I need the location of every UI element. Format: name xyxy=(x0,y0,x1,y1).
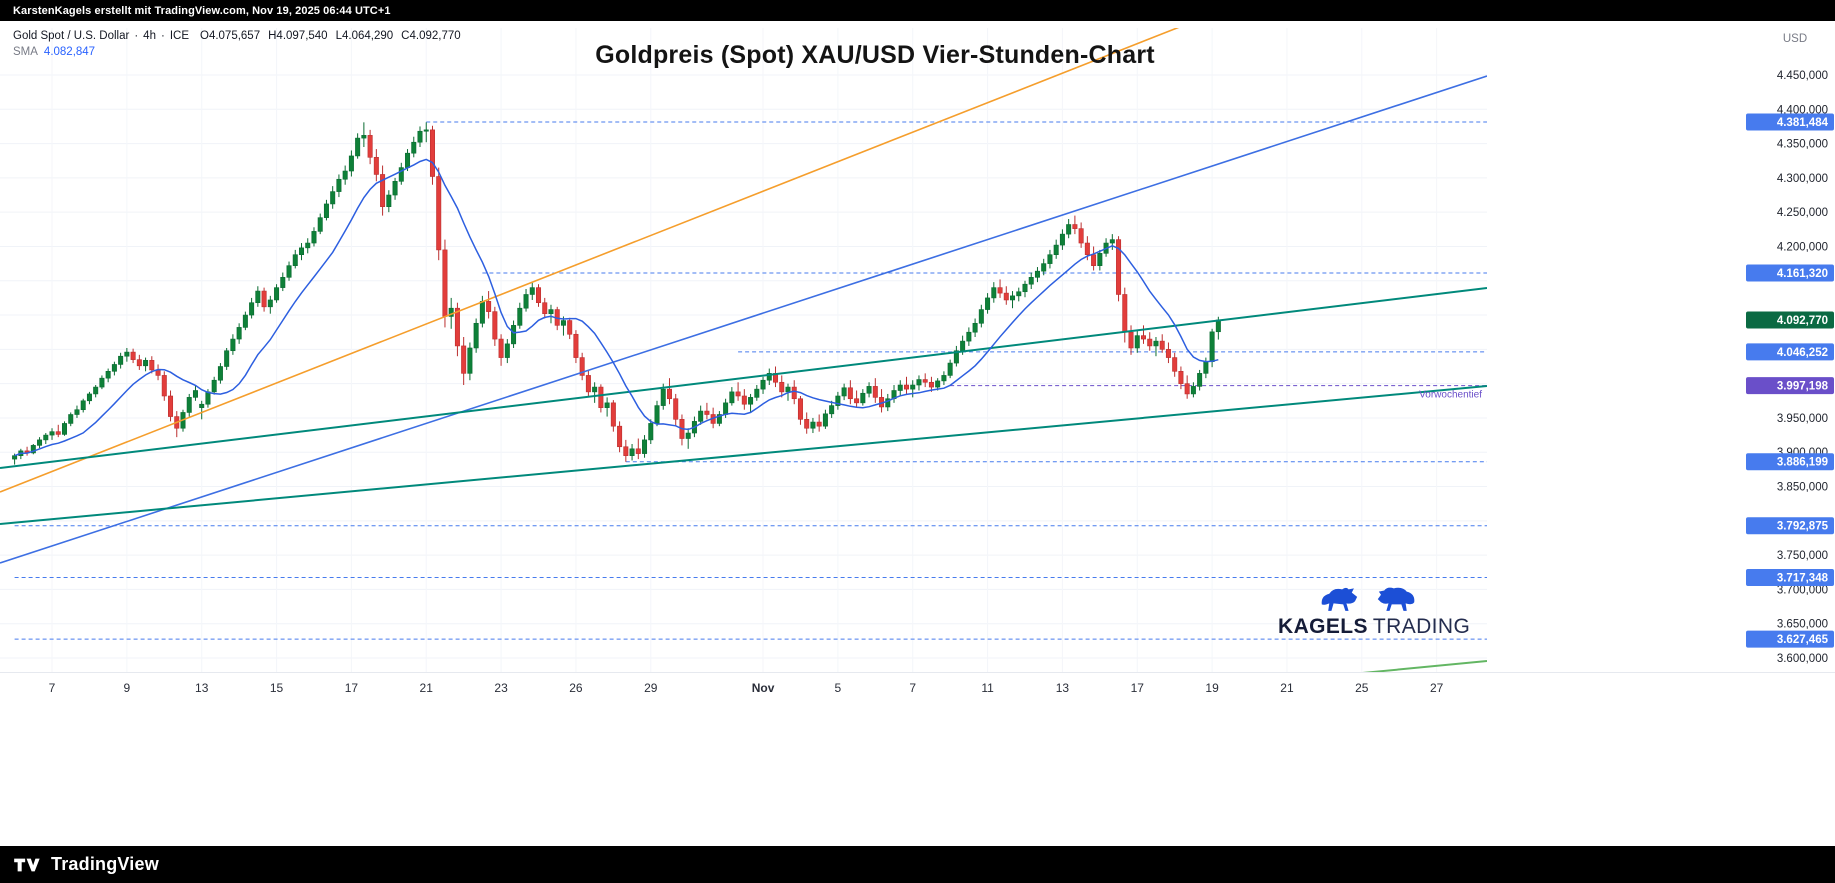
level-price-label xyxy=(1746,343,1834,361)
bull-icon xyxy=(1321,587,1358,611)
symbol-row: Gold Spot / U.S. Dollar · 4h · ICE O4.07… xyxy=(13,28,469,44)
time-tick-label: 9 xyxy=(124,681,131,695)
time-tick-label: 7 xyxy=(909,681,916,695)
price-tick-label: 4.350,000 xyxy=(1777,139,1828,151)
chart-title: Goldpreis (Spot) XAU/USD Vier-Stunden-Ch… xyxy=(595,41,1155,69)
time-tick-label: 17 xyxy=(1131,681,1145,695)
symbol-legend: Gold Spot / U.S. Dollar · 4h · ICE O4.07… xyxy=(13,28,469,60)
time-tick-label: 26 xyxy=(569,681,583,695)
level-price-label xyxy=(1746,517,1834,535)
brand-bold: KAGELS xyxy=(1278,615,1368,638)
time-tick-label: 15 xyxy=(270,681,284,695)
level-price-label-text: 4.161,320 xyxy=(1777,268,1828,280)
sma-line xyxy=(14,158,1219,457)
level-price-label xyxy=(1746,630,1834,648)
time-tick-label: 23 xyxy=(494,681,508,695)
attribution-text: KarstenKagels erstellt mit TradingView.c… xyxy=(13,4,391,17)
candles-series xyxy=(12,122,1221,465)
price-tick-label: 3.850,000 xyxy=(1777,482,1828,494)
time-tick-label: 21 xyxy=(1280,681,1294,695)
bull-bear-logo xyxy=(1278,577,1458,613)
close-value: 4.092,770 xyxy=(409,30,461,42)
time-tick-label: 19 xyxy=(1205,681,1219,695)
vorwochentief-label: Vorwochentief xyxy=(1419,390,1482,401)
sma-indicator-value: 4.082,847 xyxy=(43,46,96,58)
level-price-label-text: 3.997,198 xyxy=(1777,381,1829,393)
price-tick-label: 4.250,000 xyxy=(1777,207,1828,219)
time-tick-label: 13 xyxy=(1056,681,1070,695)
high-value: 4.097,540 xyxy=(276,30,328,42)
price-tick-label: 4.300,000 xyxy=(1777,173,1828,185)
open-value: 4.075,657 xyxy=(208,30,261,42)
level-price-label-text: 3.792,875 xyxy=(1777,521,1829,533)
grid xyxy=(0,28,1487,672)
bear-icon xyxy=(1377,587,1415,611)
brand-light: TRADING xyxy=(1372,615,1471,638)
level-price-label xyxy=(1746,569,1834,587)
low-label: L xyxy=(335,30,342,42)
price-tick-label: 3.650,000 xyxy=(1777,619,1828,631)
price-tick-label: 3.600,000 xyxy=(1777,653,1828,665)
exchange-label: ICE xyxy=(169,30,189,42)
tradingview-brand[interactable]: TradingView xyxy=(51,854,159,874)
low-value: 4.064,290 xyxy=(342,30,394,42)
level-price-label-text: 3.717,348 xyxy=(1777,573,1829,585)
open-label: O xyxy=(199,30,209,42)
legend-separator: · xyxy=(160,30,165,42)
level-price-label-text: 4.046,252 xyxy=(1777,347,1828,359)
time-tick-label: Nov xyxy=(752,681,775,695)
time-tick-label: 11 xyxy=(981,681,994,695)
level-price-label xyxy=(1746,113,1834,131)
close-label: C xyxy=(401,30,410,42)
ohlc-values: O4.075,657 H4.097,540 L4.064,290 C4.092,770 xyxy=(200,28,469,44)
level-price-label xyxy=(1746,453,1834,471)
time-tick-label: 17 xyxy=(345,681,359,695)
teal-channel-upper[interactable] xyxy=(0,287,1487,469)
symbol-name[interactable]: Gold Spot / U.S. Dollar xyxy=(13,30,130,42)
time-tick-label: 25 xyxy=(1355,681,1369,695)
sma-row: SMA 4.082,847 xyxy=(13,44,469,60)
teal-channel-lower[interactable] xyxy=(0,385,1487,525)
time-axis-labels[interactable]: 7 9 13 15 17 21 23 26 29 Nov 5 7 11 13 17 19 21 25 27 xyxy=(0,674,1487,700)
time-tick-label: 27 xyxy=(1430,681,1444,695)
price-tick-label: 4.200,000 xyxy=(1777,241,1828,253)
time-tick-label: 5 xyxy=(835,681,842,695)
price-tick-label: 4.400,000 xyxy=(1777,104,1828,116)
level-price-label xyxy=(1746,377,1834,395)
green-line[interactable] xyxy=(1352,660,1487,674)
blue-trendline[interactable] xyxy=(0,75,1487,564)
kagels-brand-text: KAGELS TRADING xyxy=(1278,615,1470,639)
price-tick-label: 3.700,000 xyxy=(1777,584,1828,596)
time-tick-label: 7 xyxy=(49,681,56,695)
price-tick-label: 3.750,000 xyxy=(1777,550,1828,562)
sma-indicator-label[interactable]: SMA xyxy=(13,46,38,58)
price-tick-label: 4.450,000 xyxy=(1777,70,1828,82)
interval-label[interactable]: 4h xyxy=(143,30,156,42)
high-label: H xyxy=(268,30,277,42)
tradingview-logo-icon[interactable] xyxy=(12,854,42,876)
level-price-label-text: 3.886,199 xyxy=(1777,457,1828,469)
price-tick-label: 3.950,000 xyxy=(1777,413,1828,425)
time-axis-hit-area[interactable] xyxy=(0,674,1487,700)
legend-separator: · xyxy=(134,30,139,42)
level-lines xyxy=(14,121,1487,640)
level-price-label-text: 3.627,465 xyxy=(1777,634,1829,646)
level-price-label-text: 4.381,484 xyxy=(1777,117,1829,129)
time-tick-label: 21 xyxy=(420,681,434,695)
kagels-watermark: KAGELS TRADING xyxy=(1278,577,1470,639)
footer-bar: TradingView xyxy=(0,846,1835,883)
price-scale[interactable]: USD 4.450,000 4.400,000 4.350,000 4.300,000 4… xyxy=(1746,28,1835,672)
trendlines[interactable] xyxy=(0,15,1487,674)
attribution-bar: KarstenKagels erstellt mit TradingView.c… xyxy=(0,0,1835,21)
currency-label: USD xyxy=(1783,33,1807,45)
last-price-label xyxy=(1746,311,1834,329)
level-price-label xyxy=(1746,264,1834,282)
last-price-label-text: 4.092,770 xyxy=(1777,315,1828,327)
orange-trendline[interactable] xyxy=(0,15,1210,493)
time-tick-label: 29 xyxy=(644,681,658,695)
time-tick-label: 13 xyxy=(195,681,209,695)
